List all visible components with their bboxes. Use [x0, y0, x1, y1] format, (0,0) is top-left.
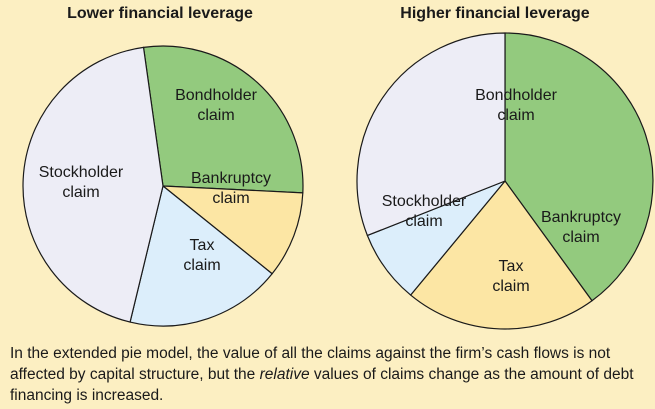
slice-label-stockholder: Stockholder claim: [382, 193, 467, 230]
slice-label-tax: Tax claim: [183, 237, 220, 274]
pie-slice-bondholder: [142, 45, 304, 194]
higher-leverage-pie-chart: Bondholder claim Bankruptcy claim Tax claim St…: [356, 32, 654, 330]
figure-caption: In the extended pie model, the value of …: [10, 343, 650, 406]
slice-label-tax: Tax claim: [492, 258, 529, 295]
slice-label-bankruptcy: Bankruptcy claim: [191, 170, 271, 207]
right-chart-title: Higher financial leverage: [400, 5, 590, 22]
pie-slice-tax: [129, 185, 273, 327]
caption-part-1: In the extended pie model, the value of …: [10, 345, 611, 383]
slice-label-bankruptcy: Bankruptcy claim: [541, 209, 621, 246]
slice-label-bondholder: Bondholder claim: [175, 87, 258, 124]
slice-label-bondholder: Bondholder claim: [475, 87, 558, 124]
pie-slice-bankruptcy: [162, 185, 304, 275]
lower-leverage-pie-chart: Bondholder claim Bankruptcy claim Tax claim St…: [22, 45, 304, 327]
pie-slice-stockholder: [356, 32, 506, 237]
caption-part-2: values of claims change as the amount of…: [10, 366, 634, 404]
pie-slice-bankruptcy: [410, 180, 593, 330]
slice-label-stockholder: Stockholder claim: [39, 164, 124, 201]
pie-slice-bondholder: [504, 32, 654, 302]
pie-slice-stockholder: [22, 46, 164, 323]
caption-emphasis: relative: [259, 366, 310, 383]
left-chart-title: Lower financial leverage: [67, 5, 253, 22]
